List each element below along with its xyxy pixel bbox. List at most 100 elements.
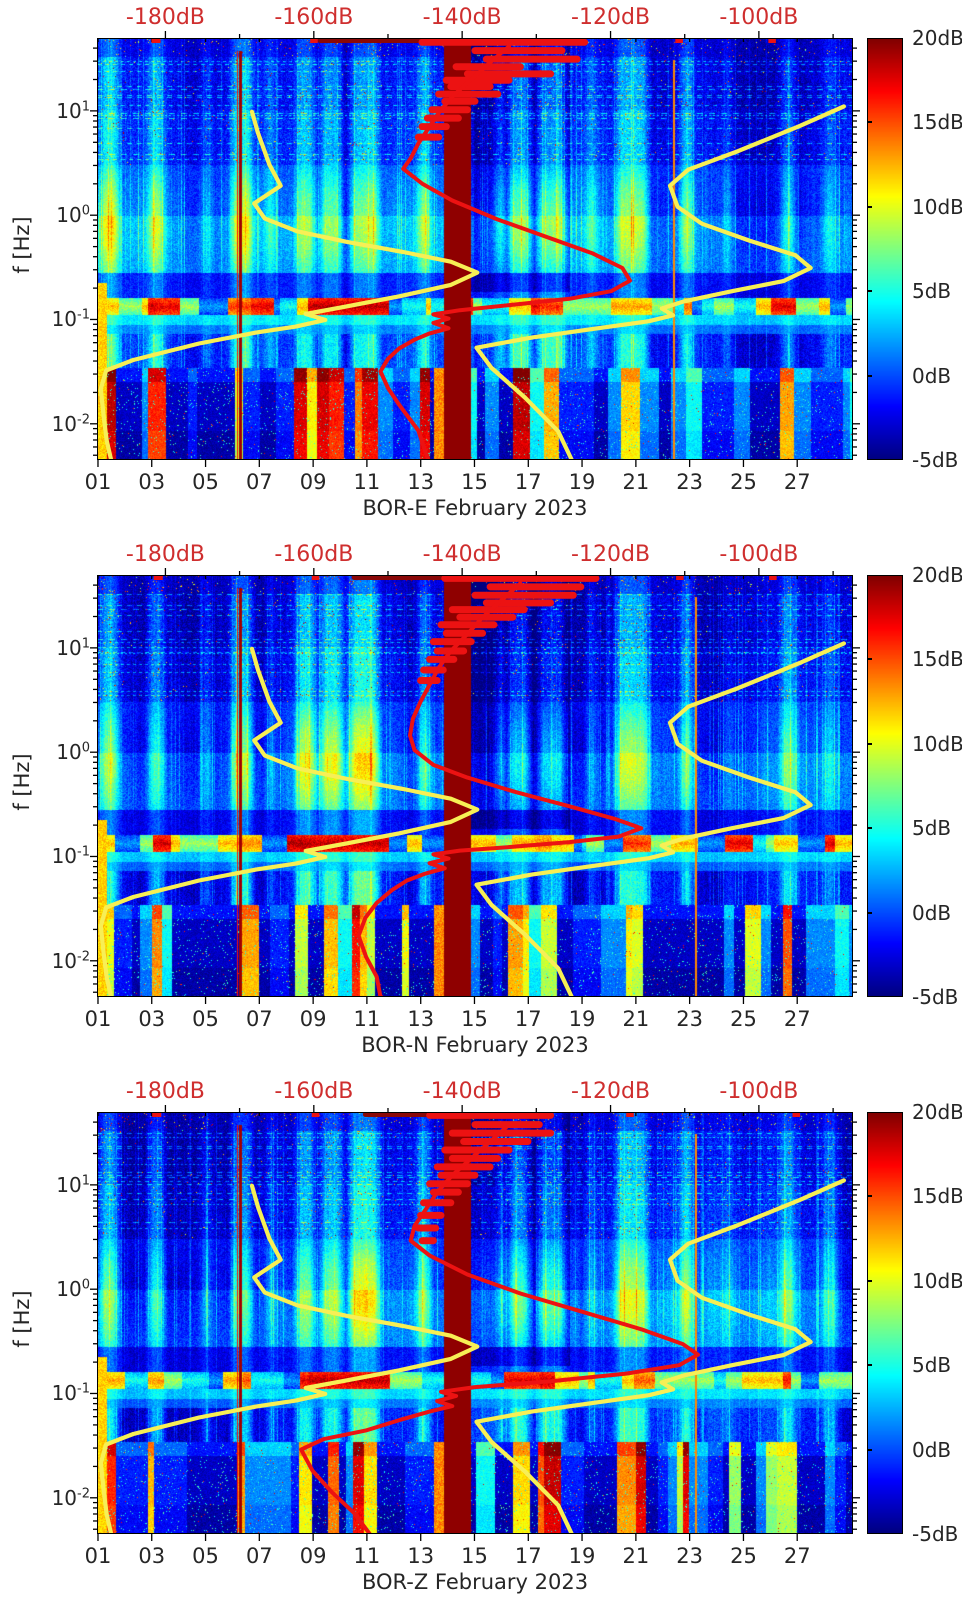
red-top-mark [769, 575, 777, 580]
top-db-label: -100dB [719, 5, 799, 30]
axes-and-curves-overlay [90, 568, 860, 1004]
y-tick-base: 10 [56, 635, 82, 660]
y-tick-base: 10 [51, 307, 78, 332]
x-tick-label: 15 [461, 1544, 488, 1568]
x-tick-label: 19 [568, 1007, 596, 1031]
y-tick-label: 10-1 [0, 307, 90, 331]
spectrogram-canvas-bor-z [97, 1112, 853, 1534]
yellow-noise-model-right [474, 104, 847, 460]
x-tick-label: 25 [730, 1544, 757, 1568]
x-tick-label: 07 [245, 1544, 273, 1568]
axis-ticks [90, 1105, 860, 1541]
colorbar-tick [867, 742, 872, 745]
noise-model-curves [98, 575, 847, 997]
x-tick-label: 13 [407, 470, 435, 494]
red-top-mark [153, 575, 163, 580]
colorbar-tick [867, 205, 872, 208]
red-top-mark [626, 1112, 634, 1117]
y-tick-exponent: 0 [81, 203, 90, 219]
x-tick-label: 25 [730, 1007, 757, 1031]
x-tick-label: 15 [461, 470, 488, 494]
colorbar-label: 15dB [912, 647, 962, 672]
y-tick-base: 10 [56, 740, 82, 765]
panel-title: BOR-Z February 2023 [361, 1570, 589, 1594]
top-db-label: -100dB [719, 1079, 799, 1104]
y-tick-base: 10 [56, 203, 82, 228]
y-tick-base: 10 [51, 844, 78, 869]
x-tick-label: 03 [138, 1007, 166, 1031]
x-tick-label: 05 [192, 1544, 219, 1568]
x-tick-label: 17 [514, 1007, 542, 1031]
y-tick-base: 10 [51, 411, 78, 436]
axes-and-curves-overlay [90, 31, 860, 467]
panel-title: BOR-E February 2023 [362, 496, 588, 520]
y-tick-exponent: -2 [77, 949, 90, 965]
y-tick-label: 100 [0, 740, 90, 764]
y-tick-label: 10-1 [0, 1381, 90, 1405]
y-tick-exponent: -1 [77, 1381, 90, 1397]
y-tick-exponent: 0 [81, 1277, 90, 1293]
colorbar-label: 0dB [912, 1437, 952, 1462]
colorbar-label: 5dB [912, 1353, 952, 1378]
y-tick-label: 101 [0, 1173, 90, 1197]
top-db-label: -140dB [422, 5, 502, 30]
colorbar-tick [867, 911, 872, 914]
x-tick-label: 13 [407, 1007, 435, 1031]
colorbar-label: 20dB [912, 26, 962, 50]
yellow-noise-model-left [98, 646, 480, 997]
x-tick-label: 23 [676, 470, 703, 494]
x-tick-label: 09 [299, 470, 327, 494]
y-tick-base: 10 [56, 1277, 82, 1302]
y-tick-base: 10 [51, 1485, 78, 1510]
x-tick-label: 17 [514, 1544, 542, 1568]
spectrogram-canvas-bor-n [97, 575, 853, 997]
x-tick-label: 09 [299, 1544, 327, 1568]
x-tick-label: 01 [84, 1007, 112, 1031]
colorbar-tick [867, 1448, 872, 1451]
y-tick-label: 100 [0, 203, 90, 227]
red-psd-curve [356, 581, 644, 997]
spectrogram-canvas-bor-e [97, 38, 853, 460]
top-db-label: -120dB [571, 5, 651, 30]
noise-model-curves [98, 1112, 847, 1534]
y-tick-label: 100 [0, 1277, 90, 1301]
x-tick-label: 17 [514, 470, 542, 494]
y-tick-exponent: -1 [77, 307, 90, 323]
spectrogram-plot [90, 1105, 860, 1541]
noise-model-curves [98, 38, 847, 460]
x-tick-label: 11 [353, 1544, 381, 1568]
x-tick-label: 01 [84, 470, 112, 494]
x-tick-label: 11 [353, 1007, 381, 1031]
y-tick-base: 10 [51, 1381, 78, 1406]
colorbar-tick [867, 827, 872, 830]
top-db-label: -140dB [422, 1079, 502, 1104]
colorbar-label: 5dB [912, 816, 952, 841]
colorbar-tick [867, 290, 872, 293]
top-db-label: -180dB [125, 1079, 205, 1104]
spectrogram-plot [90, 31, 860, 467]
x-tick-label: 07 [245, 1007, 273, 1031]
y-tick-label: 10-2 [0, 949, 90, 973]
red-top-mark [676, 575, 684, 580]
colorbar-tick [867, 1195, 872, 1198]
red-top-mark [151, 38, 161, 43]
y-tick-exponent: 1 [81, 99, 90, 115]
x-tick-label: 15 [461, 1007, 488, 1031]
x-tick-label: 03 [138, 470, 166, 494]
red-top-mark [792, 1112, 801, 1117]
spectrogram-plot [90, 568, 860, 1004]
colorbar-bor-e [867, 38, 903, 460]
colorbar-tick [867, 1279, 872, 1282]
x-tick-label: 23 [676, 1007, 703, 1031]
yellow-noise-model-left [98, 109, 480, 460]
yellow-noise-model-right [474, 641, 847, 997]
red-top-mark [310, 38, 318, 43]
colorbar-label: 15dB [912, 1184, 962, 1209]
colorbar-label: 15dB [912, 110, 962, 135]
red-top-mark [675, 38, 683, 43]
colorbar-bor-n [867, 575, 903, 997]
colorbar-label: 20dB [912, 1100, 962, 1124]
y-tick-label: 10-2 [0, 412, 90, 436]
x-tick-label: 21 [622, 470, 650, 494]
